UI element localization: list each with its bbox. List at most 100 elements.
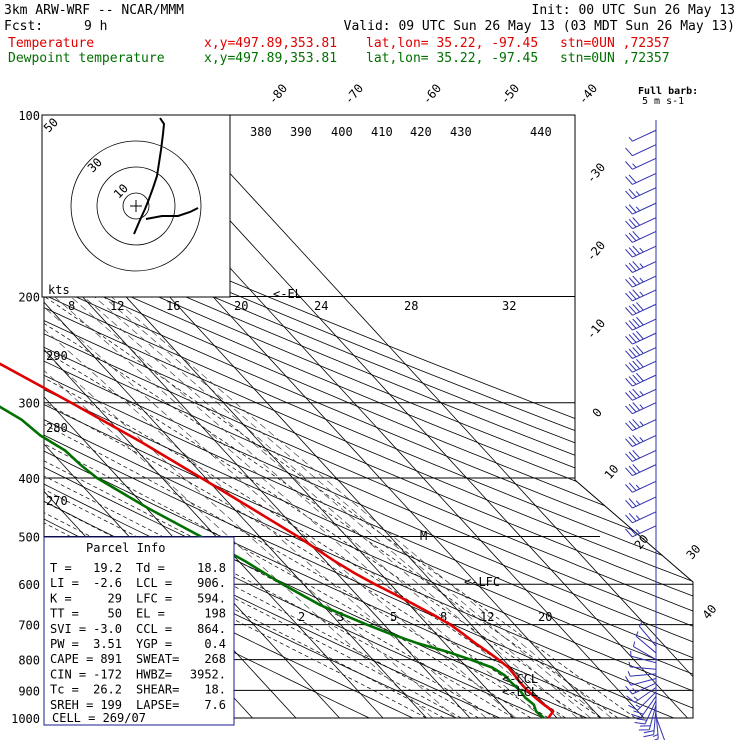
parcel-value: -3.0 (93, 622, 122, 636)
isotherm-label: 30 (684, 542, 704, 562)
wind-barb (643, 708, 657, 738)
isotherm-label: -10 (584, 316, 609, 342)
temperature-trace (0, 362, 555, 719)
wind-barb (630, 650, 657, 664)
theta-e-label: 410 (371, 125, 393, 139)
parcel-key: LI = (50, 576, 79, 590)
wind-barb (625, 388, 657, 401)
mixing-ratio-label: 5 (390, 610, 397, 624)
parcel-key: YGP = (136, 637, 172, 651)
parcel-key: T = (50, 561, 72, 575)
wind-barb (625, 525, 657, 538)
wind-barb (625, 682, 657, 695)
pressure-tick-label: 300 (18, 397, 40, 411)
wind-barb (625, 275, 657, 288)
dry-adiabat (44, 115, 693, 718)
legend-temperature-xy: x,y=497.89,353.81 (204, 36, 337, 51)
dry-adiabat (44, 115, 674, 718)
parcel-key: CCL = (136, 622, 172, 636)
wind-barb (625, 187, 657, 200)
parcel-value: 891 (100, 652, 122, 666)
wind-barb (631, 695, 657, 718)
wind-barb (625, 330, 657, 345)
wind-barb (625, 449, 657, 462)
dry-adiabat (44, 115, 693, 718)
init-time: Init: 00 UTC Sun 26 May 13 (532, 3, 736, 18)
wind-barb (627, 671, 657, 677)
wind-barb (625, 230, 657, 243)
wind-barb (625, 511, 657, 524)
parcel-value: -2.6 (93, 576, 122, 590)
dry-adiabat (44, 115, 693, 718)
parcel-value: 3.51 (93, 637, 122, 651)
theta-e-label: 390 (290, 125, 312, 139)
mixing-ratio-label: 32 (502, 299, 516, 313)
dry-adiabat (44, 115, 631, 718)
isotherm-label: -80 (266, 81, 291, 107)
isotherm-label: -30 (584, 160, 609, 186)
parcel-value: 198 (204, 607, 226, 621)
mixing-ratio-line (83, 296, 578, 718)
parcel-key: K = (50, 591, 72, 605)
dry-adiabat (44, 115, 693, 718)
moist-adiabat (44, 296, 445, 718)
legend-dewpoint: Dewpoint temperature (8, 51, 165, 66)
isotherm-label: 0 (590, 405, 605, 420)
wind-barb (624, 676, 657, 686)
wind-barbs (624, 120, 666, 740)
mixing-ratio-label: 20 (234, 299, 248, 313)
theta-label: 270 (46, 494, 68, 508)
wind-barb (625, 345, 657, 359)
mixing-ratio-label: 3 (337, 610, 344, 624)
legend-dewpoint-xy: x,y=497.89,353.81 (204, 51, 337, 66)
dry-adiabat (44, 115, 693, 718)
legend-dewpoint-stn: stn=0UN ,72357 (560, 51, 670, 66)
fcst-value: 9 h (84, 19, 107, 34)
dry-adiabat (44, 115, 693, 718)
pressure-tick-label: 800 (18, 654, 40, 668)
parcel-key: HWBZ= (136, 667, 172, 681)
parcel-key: SVI = (50, 622, 86, 636)
parcel-value: 18.8 (197, 561, 226, 575)
parcel-value: 268 (204, 652, 226, 666)
wind-barb (628, 129, 657, 142)
mixing-ratio-label: 8 (440, 610, 447, 624)
parcel-value: 864. (197, 622, 226, 636)
hodo-kts-label: kts (48, 283, 70, 297)
mixing-ratio-line (54, 296, 543, 718)
isotherm (44, 115, 427, 718)
marker-lfc: <-LFC (464, 575, 500, 589)
parcel-value: 906. (197, 576, 226, 590)
parcel-key: Tc = (50, 683, 79, 697)
parcel-cell: CELL = 269/07 (52, 711, 146, 725)
parcel-key: SHEAR= (136, 683, 179, 697)
pressure-tick-label: 900 (18, 684, 40, 698)
model-title: 3km ARW-WRF -- NCAR/MMM (4, 3, 184, 18)
pressure-tick-label: 500 (18, 530, 40, 544)
dry-adiabat (44, 115, 693, 718)
dry-adiabat (44, 115, 693, 718)
valid-time: Valid: 09 UTC Sun 26 May 13 (03 MDT Sun … (344, 19, 735, 34)
theta-label: 280 (46, 421, 68, 435)
pressure-tick-label: 600 (18, 578, 40, 592)
parcel-value: 7.6 (204, 698, 226, 712)
dry-adiabat (44, 115, 693, 718)
parcel-value: 594. (197, 591, 226, 605)
isotherm (44, 115, 340, 718)
dry-adiabat (44, 115, 693, 718)
wind-barb (652, 712, 659, 740)
dry-adiabat (44, 115, 693, 718)
wind-barb (625, 245, 657, 258)
theta-e-label: 400 (331, 125, 353, 139)
barb-legend-line2: 5 m s-1 (642, 96, 684, 107)
theta-e-label: 430 (450, 125, 472, 139)
parcel-key: EL = (136, 607, 165, 621)
marker-el: <-EL (273, 287, 302, 301)
wind-barb (628, 691, 657, 711)
dry-adiabat (44, 115, 693, 718)
wind-barb (625, 289, 657, 302)
mixing-ratio-label: 20 (538, 610, 552, 624)
dry-adiabat (44, 115, 693, 718)
